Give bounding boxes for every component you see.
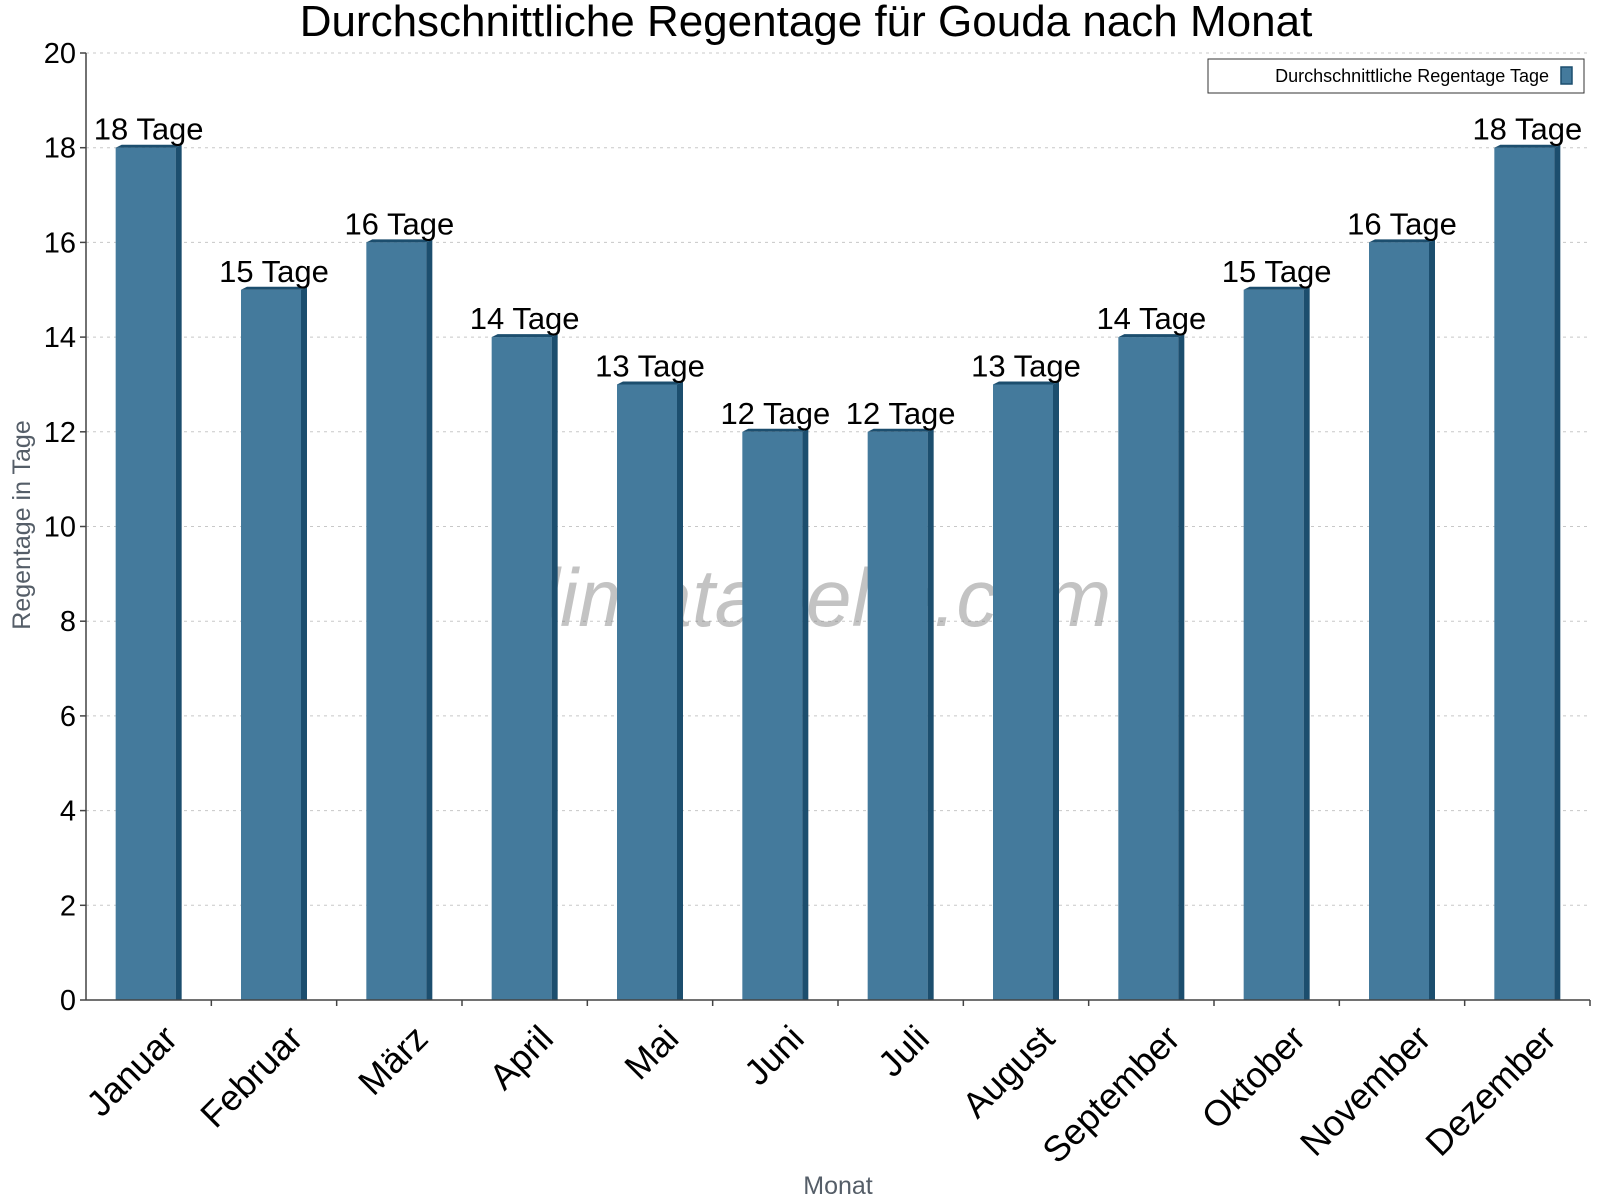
bar-top bbox=[491, 334, 558, 338]
y-tick-label: 14 bbox=[44, 322, 76, 354]
x-tick-label: Dezember bbox=[1417, 1017, 1563, 1163]
bar-top bbox=[1369, 239, 1435, 243]
x-tick-label: März bbox=[350, 1017, 436, 1103]
legend-label: Durchschnittliche Regentage Tage bbox=[1275, 66, 1549, 86]
bar-front bbox=[617, 384, 677, 1000]
y-tick-label: 6 bbox=[60, 701, 76, 733]
bar bbox=[1369, 239, 1435, 1000]
bar-side bbox=[551, 334, 558, 1001]
x-tick-label: Oktober bbox=[1193, 1017, 1313, 1137]
x-tick-label: April bbox=[481, 1017, 561, 1097]
bar bbox=[742, 428, 809, 1000]
y-tick-label: 12 bbox=[44, 417, 76, 449]
bar-side bbox=[802, 428, 809, 1000]
bar-side bbox=[426, 239, 433, 1000]
bar-top bbox=[867, 428, 934, 432]
gridlines bbox=[86, 52, 1590, 906]
data-label: 12 Tage bbox=[846, 396, 956, 431]
data-labels: 18 Tage 15 Tage 16 Tage 14 Tage 13 Tage 12 Ta… bbox=[94, 112, 1582, 431]
y-tick-label: 4 bbox=[60, 796, 76, 828]
y-tick-label: 2 bbox=[60, 890, 76, 922]
data-label: 18 Tage bbox=[1472, 112, 1582, 147]
bar bbox=[1494, 144, 1561, 1000]
bar-top bbox=[742, 428, 809, 432]
bar-side bbox=[1429, 239, 1435, 1000]
bar bbox=[1118, 334, 1185, 1001]
x-tick-labels: Januar Februar März April Mai Juni Juli AugustS… bbox=[78, 1017, 1564, 1171]
y-tick-labels: 0 2 4 6 8 10 12 14 16 18 20 bbox=[44, 38, 76, 1017]
y-tick-label: 18 bbox=[44, 133, 76, 165]
data-label: 14 Tage bbox=[470, 301, 580, 336]
bar bbox=[617, 381, 683, 1000]
y-tick-label: 20 bbox=[44, 38, 76, 70]
bar-top bbox=[1494, 144, 1561, 148]
bar-front bbox=[867, 431, 928, 1000]
y-tick-label: 0 bbox=[60, 985, 76, 1017]
bar-front bbox=[491, 337, 552, 1001]
data-label: 12 Tage bbox=[720, 396, 830, 431]
legend: Durchschnittliche Regentage Tage bbox=[1207, 58, 1585, 94]
bar bbox=[993, 381, 1059, 1000]
bar-top bbox=[617, 381, 683, 385]
legend-swatch bbox=[1560, 66, 1573, 85]
x-tick-label: August bbox=[954, 1017, 1062, 1125]
bar-side bbox=[1554, 144, 1561, 1000]
bar-top bbox=[115, 144, 182, 148]
data-label: 16 Tage bbox=[344, 206, 454, 241]
bar-top bbox=[1118, 334, 1185, 338]
bar-side bbox=[301, 286, 307, 1000]
x-tick-label: Februar bbox=[192, 1017, 310, 1135]
bar bbox=[867, 428, 934, 1000]
bar-side bbox=[1303, 286, 1310, 1000]
bar-top bbox=[993, 381, 1059, 385]
chart-title: Durchschnittliche Regentage für Gouda na… bbox=[300, 0, 1313, 46]
bar bbox=[1243, 286, 1310, 1000]
x-tick-label: Mai bbox=[616, 1017, 686, 1087]
data-label: 13 Tage bbox=[971, 348, 1081, 383]
bar-side bbox=[927, 428, 934, 1000]
y-tick-label: 10 bbox=[44, 512, 76, 544]
bar-side bbox=[1053, 381, 1059, 1000]
data-label: 13 Tage bbox=[595, 348, 705, 383]
bar bbox=[241, 286, 307, 1000]
bar-front bbox=[742, 431, 803, 1000]
data-label: 15 Tage bbox=[1222, 254, 1332, 289]
x-tick-label: Januar bbox=[78, 1017, 185, 1124]
axes bbox=[80, 52, 1591, 1006]
bar-front bbox=[1369, 242, 1429, 1000]
data-label: 16 Tage bbox=[1347, 206, 1457, 241]
data-label: 18 Tage bbox=[94, 112, 204, 147]
bar-side bbox=[1178, 334, 1185, 1001]
y-tick-label: 8 bbox=[60, 606, 76, 638]
bar-top bbox=[366, 239, 433, 243]
bar-side bbox=[175, 144, 182, 1000]
bars bbox=[115, 144, 1561, 1001]
bar bbox=[115, 144, 182, 1000]
bar bbox=[366, 239, 433, 1000]
bar-front bbox=[1118, 337, 1179, 1001]
y-tick-label: 16 bbox=[44, 227, 76, 259]
data-label: 15 Tage bbox=[219, 254, 329, 289]
bar bbox=[491, 334, 558, 1001]
x-axis-title: Monat bbox=[803, 1172, 873, 1200]
bar-front bbox=[1243, 289, 1304, 1000]
bar-side bbox=[677, 381, 683, 1000]
bar-front bbox=[993, 384, 1053, 1000]
bar-top bbox=[1243, 286, 1310, 290]
y-axis-title: Regentage in Tage bbox=[8, 420, 36, 629]
bar-front bbox=[241, 289, 301, 1000]
bar-front bbox=[115, 147, 176, 1000]
data-label: 14 Tage bbox=[1096, 301, 1206, 336]
bar-front bbox=[366, 242, 427, 1000]
x-tick-label: Juli bbox=[870, 1017, 937, 1084]
x-tick-label: Juni bbox=[736, 1017, 812, 1093]
x-tick-label: September bbox=[1034, 1017, 1188, 1171]
legend-box bbox=[1207, 58, 1585, 94]
x-tick-label: November bbox=[1292, 1017, 1438, 1163]
bar-top bbox=[241, 286, 307, 290]
bar-front bbox=[1494, 147, 1555, 1000]
